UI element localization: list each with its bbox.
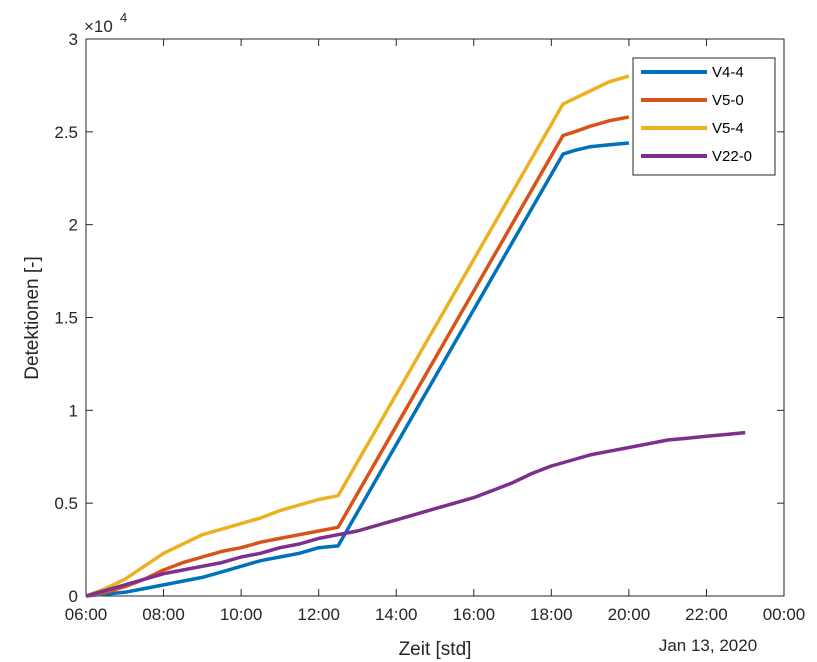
date-label: Jan 13, 2020: [659, 636, 757, 655]
legend-label: V22-0: [712, 148, 752, 165]
y-exponent-base: ×10: [84, 17, 113, 36]
series-lines: [85, 74, 746, 598]
y-exponent: ×10 4: [84, 10, 127, 36]
x-tick-label: 14:00: [375, 605, 418, 624]
series-line-v4-4: [85, 141, 630, 598]
y-tick-label: 3: [69, 30, 78, 49]
x-tick-label: 12:00: [297, 605, 340, 624]
legend-label: V5-4: [712, 120, 744, 137]
y-axis-title: Detektionen [-]: [22, 256, 43, 380]
series-line-v5-4: [85, 74, 630, 598]
x-tick-label: 10:00: [220, 605, 263, 624]
x-tick-label: 00:00: [763, 605, 806, 624]
x-tick-label: 22:00: [685, 605, 728, 624]
y-tick-label: 0.5: [54, 494, 78, 513]
x-tick-label: 18:00: [530, 605, 573, 624]
y-axis: 0 0.5 1 1.5 2 2.5 3: [54, 30, 784, 606]
y-exponent-power: 4: [120, 10, 127, 25]
legend-label: V5-0: [712, 92, 744, 109]
y-tick-label: 1: [69, 401, 78, 420]
y-tick-label: 0: [69, 587, 78, 606]
x-axis-title: Zeit [std]: [399, 639, 472, 660]
legend: V4-4 V5-0 V5-4 V22-0: [632, 57, 776, 176]
x-axis: 06:00 08:00 10:00 12:00 14:00 16:00 18:00 20:00…: [65, 39, 806, 624]
series-line-v22-0: [85, 430, 746, 598]
y-tick-label: 2: [69, 216, 78, 235]
y-tick-label: 1.5: [54, 309, 78, 328]
x-tick-label: 20:00: [608, 605, 651, 624]
y-tick-label: 2.5: [54, 123, 78, 142]
x-tick-label: 16:00: [453, 605, 496, 624]
x-tick-label: 08:00: [142, 605, 185, 624]
x-tick-label: 06:00: [65, 605, 108, 624]
legend-label: V4-4: [712, 64, 744, 81]
